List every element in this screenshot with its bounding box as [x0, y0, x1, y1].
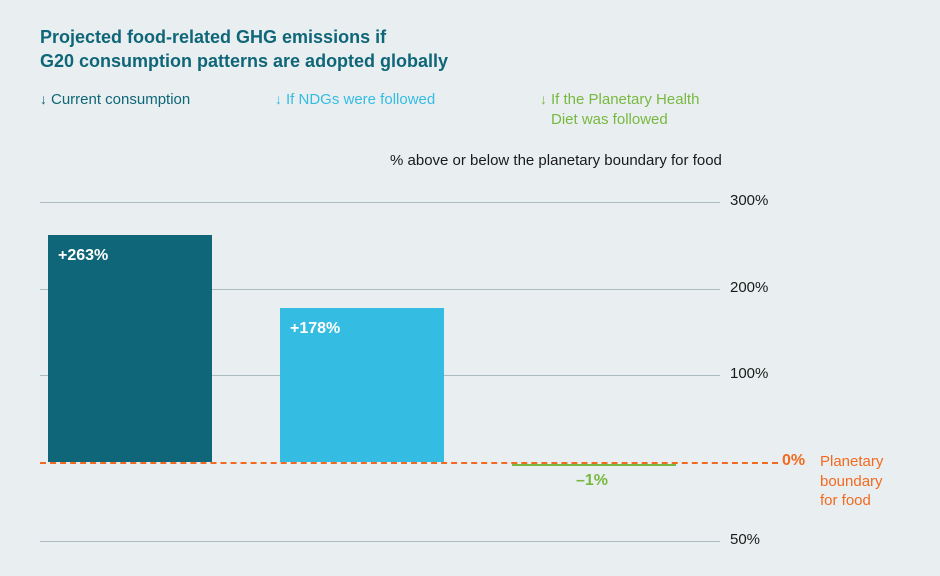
legend-label: If the Planetary HealthDiet was followed — [551, 90, 699, 129]
down-arrow-icon: ↓ — [275, 90, 282, 108]
legend-item-1: ↓If NDGs were followed — [275, 90, 540, 129]
chart-container: Projected food-related GHG emissions if … — [0, 0, 940, 576]
y-axis-label: 100% — [730, 365, 768, 382]
boundary-caption: Planetaryboundaryfor food — [820, 452, 883, 511]
legend-item-2: ↓If the Planetary HealthDiet was followe… — [540, 90, 760, 129]
bar-label-1: +178% — [290, 320, 340, 338]
boundary-zero-label: 0% — [782, 452, 805, 470]
title-line-1: Projected food-related GHG emissions if — [40, 27, 386, 47]
bar-label-2: –1% — [576, 472, 608, 490]
y-axis-label: 50% — [730, 531, 760, 548]
bar-label-0: +263% — [58, 247, 108, 265]
down-arrow-icon: ↓ — [40, 90, 47, 108]
y-axis-label: 200% — [730, 279, 768, 296]
bar-2 — [512, 464, 676, 466]
legend-label: If NDGs were followed — [286, 90, 435, 110]
title-line-2: G20 consumption patterns are adopted glo… — [40, 51, 448, 71]
down-arrow-icon: ↓ — [540, 90, 547, 108]
chart-title: Projected food-related GHG emissions if … — [40, 25, 448, 74]
legend: ↓Current consumption↓If NDGs were follow… — [40, 90, 760, 129]
chart-subtitle: % above or below the planetary boundary … — [390, 152, 722, 169]
gridline — [40, 541, 720, 542]
gridline — [40, 202, 720, 203]
y-axis-label: 300% — [730, 192, 768, 209]
legend-label: Current consumption — [51, 90, 190, 110]
bar-0 — [48, 235, 212, 462]
legend-item-0: ↓Current consumption — [40, 90, 275, 129]
